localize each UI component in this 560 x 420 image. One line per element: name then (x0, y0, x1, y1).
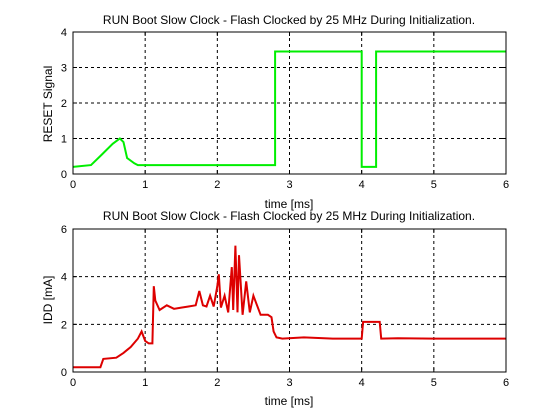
x-tick-label: 3 (286, 179, 292, 191)
x-tick-label: 1 (142, 377, 148, 389)
x-tick-label: 6 (503, 179, 509, 191)
x-axis-label: time [ms] (265, 394, 314, 408)
y-tick-label: 0 (61, 169, 67, 181)
y-tick-label: 4 (61, 27, 67, 39)
x-tick-label: 4 (359, 377, 365, 389)
y-axis-label: RESET Signal (41, 66, 55, 142)
plot-area (73, 229, 506, 372)
plot-title: RUN Boot Slow Clock - Flash Clocked by 2… (103, 209, 475, 223)
x-tick-label: 0 (70, 377, 76, 389)
series-line (73, 245, 506, 369)
y-tick-label: 2 (61, 98, 67, 110)
y-tick-label: 1 (61, 134, 67, 146)
x-tick-label: 6 (503, 377, 509, 389)
y-tick-label: 3 (61, 63, 67, 75)
y-tick-label: 6 (61, 224, 67, 236)
axes-frame (72, 228, 507, 373)
x-axis-label: time [ms] (265, 197, 314, 211)
plot-title: RUN Boot Slow Clock - Flash Clocked by 2… (103, 13, 475, 27)
axes-frame (72, 31, 507, 175)
y-tick-label: 0 (61, 367, 67, 379)
x-tick-label: 5 (431, 179, 437, 191)
y-tick-label: 4 (61, 272, 67, 284)
x-tick-label: 2 (214, 179, 220, 191)
reset-signal-plot: RUN Boot Slow Clock - Flash Clocked by 2… (41, 13, 509, 211)
y-tick-label: 2 (61, 319, 67, 331)
x-tick-label: 2 (214, 377, 220, 389)
idd-current-plot: RUN Boot Slow Clock - Flash Clocked by 2… (41, 209, 509, 408)
x-tick-label: 3 (286, 377, 292, 389)
y-axis-label: IDD [mA] (41, 276, 55, 325)
x-tick-label: 1 (142, 179, 148, 191)
series-line (72, 50, 506, 168)
x-tick-label: 5 (431, 377, 437, 389)
x-tick-label: 0 (70, 179, 76, 191)
x-tick-label: 4 (359, 179, 365, 191)
